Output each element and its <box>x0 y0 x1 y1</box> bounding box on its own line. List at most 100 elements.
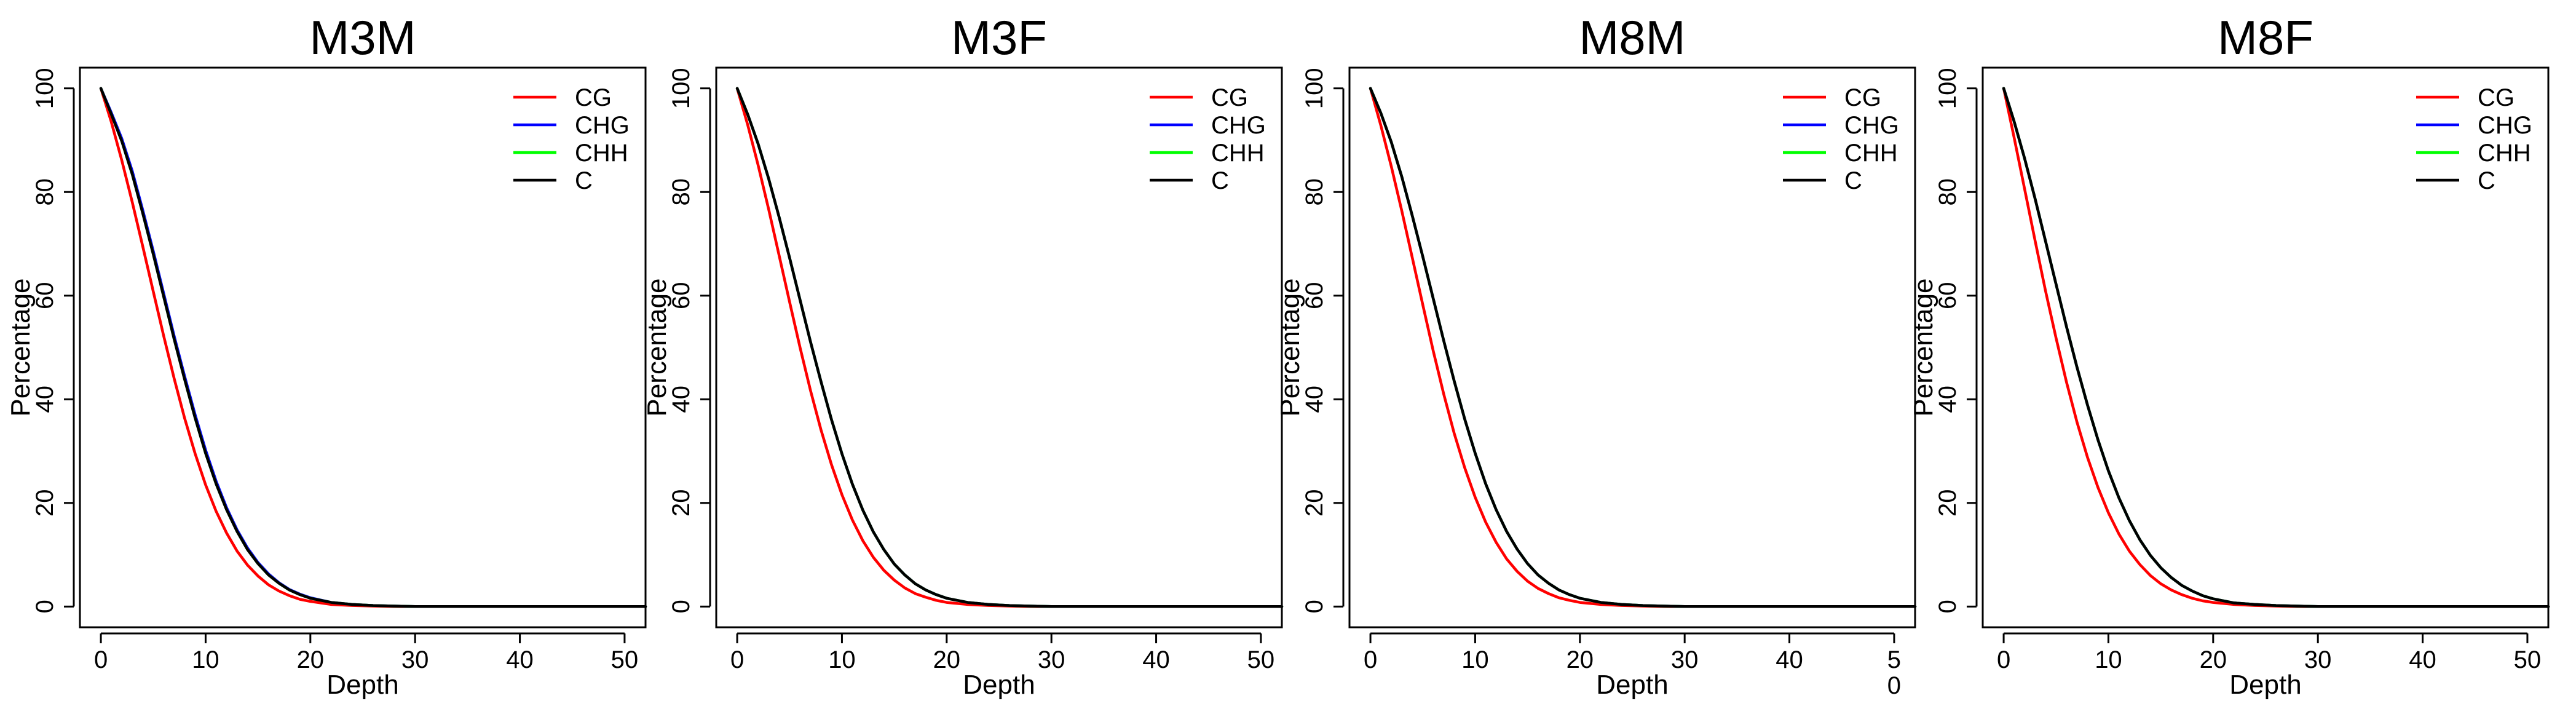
series-line-chg <box>1369 87 1917 608</box>
y-tick-label: 60 <box>668 282 695 309</box>
x-axis-label: Depth <box>963 670 1035 700</box>
series-line-chh <box>735 87 1284 608</box>
legend-label-cg: CG <box>2478 84 2515 111</box>
x-tick-label: 50 <box>611 646 639 673</box>
legend-label-chh: CHH <box>2478 140 2531 167</box>
chart-title: M8M <box>1579 10 1685 65</box>
y-tick-label: 0 <box>1301 600 1328 613</box>
y-tick-label: 0 <box>668 600 695 613</box>
y-tick-label: 40 <box>1934 386 1961 413</box>
series-line-chh <box>99 87 647 608</box>
x-tick-label: 0 <box>730 646 744 673</box>
y-tick-label: 80 <box>668 178 695 206</box>
x-tick-label: 40 <box>2409 646 2436 673</box>
legend-label-chh: CHH <box>1211 140 1265 167</box>
x-axis-label: Depth <box>1596 670 1668 700</box>
y-tick-label: 40 <box>1301 386 1328 413</box>
x-tick-label: 10 <box>2095 646 2122 673</box>
legend-label-c: C <box>575 167 593 194</box>
x-tick-label: 10 <box>828 646 856 673</box>
y-axis-label: Percentage <box>1908 278 1938 416</box>
x-tick-label: 10 <box>192 646 219 673</box>
y-tick-label: 40 <box>31 386 58 413</box>
series-line-cg <box>99 87 647 608</box>
series-line-cg <box>2002 87 2550 608</box>
series-line-cg <box>735 87 1284 608</box>
x-tick-label: 20 <box>933 646 961 673</box>
chart-title: M3M <box>309 10 416 65</box>
chart-panel-m8f: M8F 0 10 20 30 40 50 0 20 40 60 80 100 Depth Percentag… <box>1908 10 2550 700</box>
series-line-chh <box>1369 87 1917 608</box>
legend-label-chg: CHG <box>1844 112 1899 139</box>
x-tick-label: 50 <box>1247 646 1275 673</box>
chart-panel-m3f: M3F 0 10 20 30 40 50 0 20 40 60 80 100 Depth Percentag… <box>642 10 1284 700</box>
legend-label-c: C <box>1211 167 1229 194</box>
y-tick-label: 40 <box>668 386 695 413</box>
plot-frame <box>1348 66 1916 629</box>
x-tick-label: 30 <box>1038 646 1065 673</box>
series-line-c <box>1369 87 1917 608</box>
x-tick-label: 50 <box>2514 646 2542 673</box>
x-axis-label: Depth <box>2229 670 2301 700</box>
y-tick-label: 80 <box>1934 178 1961 206</box>
series-line-c <box>735 87 1284 608</box>
plot-frame <box>1981 66 2550 629</box>
y-axis-label: Percentage <box>1275 278 1305 416</box>
legend-label-cg: CG <box>575 84 612 111</box>
x-tick-label: 40 <box>1776 646 1803 673</box>
x-tick-label: 0 <box>1364 646 1377 673</box>
chart-panel-m3m: M3M 0 10 20 30 40 50 0 20 40 60 80 100 Depth Percentag… <box>6 10 647 700</box>
y-tick-label: 0 <box>1934 600 1961 613</box>
x-tick-label: 10 <box>1461 646 1489 673</box>
legend-label-cg: CG <box>1211 84 1248 111</box>
legend-label-cg: CG <box>1844 84 1881 111</box>
x-tick-label: 20 <box>297 646 325 673</box>
y-tick-label: 20 <box>31 490 58 517</box>
y-tick-label: 100 <box>1301 68 1328 109</box>
y-tick-label: 100 <box>1934 68 1961 109</box>
y-axis-label: Percentage <box>6 278 36 416</box>
x-tick-label: 0 <box>1887 672 1901 699</box>
legend-label-chg: CHG <box>2478 112 2532 139</box>
x-tick-label: 0 <box>94 646 108 673</box>
y-tick-label: 80 <box>31 178 58 206</box>
series-line-chg <box>99 87 647 608</box>
x-tick-label: 5 <box>1887 646 1901 673</box>
x-tick-label: 30 <box>2304 646 2332 673</box>
y-tick-label: 100 <box>31 68 58 109</box>
y-tick-label: 100 <box>668 68 695 109</box>
series-line-chg <box>2002 87 2550 608</box>
x-tick-label: 20 <box>2200 646 2227 673</box>
legend-label-chh: CHH <box>1844 140 1898 167</box>
chart-title: M8F <box>2218 10 2313 65</box>
series-line-chg <box>735 87 1284 608</box>
plot-frame <box>79 66 647 629</box>
x-tick-label: 30 <box>1671 646 1699 673</box>
y-tick-label: 0 <box>31 600 58 613</box>
x-axis-label: Depth <box>326 670 398 700</box>
series-line-c <box>99 87 647 608</box>
y-tick-label: 20 <box>668 490 695 517</box>
x-tick-label: 0 <box>1997 646 2010 673</box>
legend-label-chg: CHG <box>1211 112 1266 139</box>
series-line-chh <box>2002 87 2550 608</box>
x-tick-label: 40 <box>506 646 534 673</box>
y-tick-label: 20 <box>1934 490 1961 517</box>
legend-label-chh: CHH <box>575 140 628 167</box>
series-line-cg <box>1369 87 1917 608</box>
y-tick-label: 60 <box>31 282 58 309</box>
chart-title: M3F <box>951 10 1047 65</box>
x-tick-label: 40 <box>1142 646 1170 673</box>
x-tick-label: 20 <box>1567 646 1594 673</box>
y-tick-label: 60 <box>1301 282 1328 309</box>
y-tick-label: 20 <box>1301 490 1328 517</box>
legend-label-chg: CHG <box>575 112 630 139</box>
x-tick-label: 30 <box>401 646 429 673</box>
y-tick-label: 80 <box>1301 178 1328 206</box>
legend-label-c: C <box>2478 167 2495 194</box>
y-tick-label: 60 <box>1934 282 1961 309</box>
legend-label-c: C <box>1844 167 1862 194</box>
series-line-c <box>2002 87 2550 608</box>
